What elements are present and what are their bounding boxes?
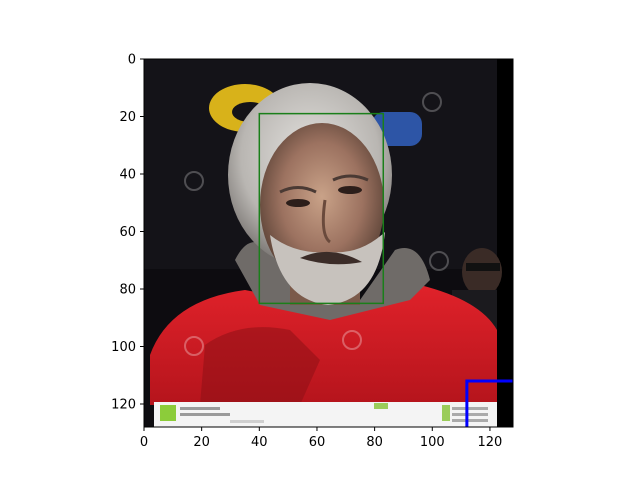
face-bounding-box xyxy=(258,112,385,305)
y-tick-label: 0 xyxy=(128,53,136,68)
x-tick-label: 120 xyxy=(478,435,503,450)
y-tick-label: 20 xyxy=(119,110,136,125)
axes-frame xyxy=(143,58,514,428)
y-tick-label: 80 xyxy=(119,283,136,298)
y-tick-label: 120 xyxy=(111,398,136,413)
x-tick-label: 0 xyxy=(140,435,148,450)
x-tick-label: 100 xyxy=(420,435,445,450)
y-tick-label: 60 xyxy=(119,225,136,240)
x-tick-label: 60 xyxy=(309,435,326,450)
x-tick-label: 40 xyxy=(251,435,268,450)
y-tick-label: 100 xyxy=(111,340,136,355)
x-tick-label: 80 xyxy=(366,435,383,450)
x-axis-ticks: 0 20 40 60 80 100 120 xyxy=(140,427,502,450)
photo-image xyxy=(144,59,513,427)
y-axis-ticks: 0 20 40 60 80 100 120 xyxy=(111,53,144,413)
x-tick-label: 20 xyxy=(193,435,210,450)
y-tick-label: 40 xyxy=(119,168,136,183)
blue-bounding-box xyxy=(465,379,513,427)
